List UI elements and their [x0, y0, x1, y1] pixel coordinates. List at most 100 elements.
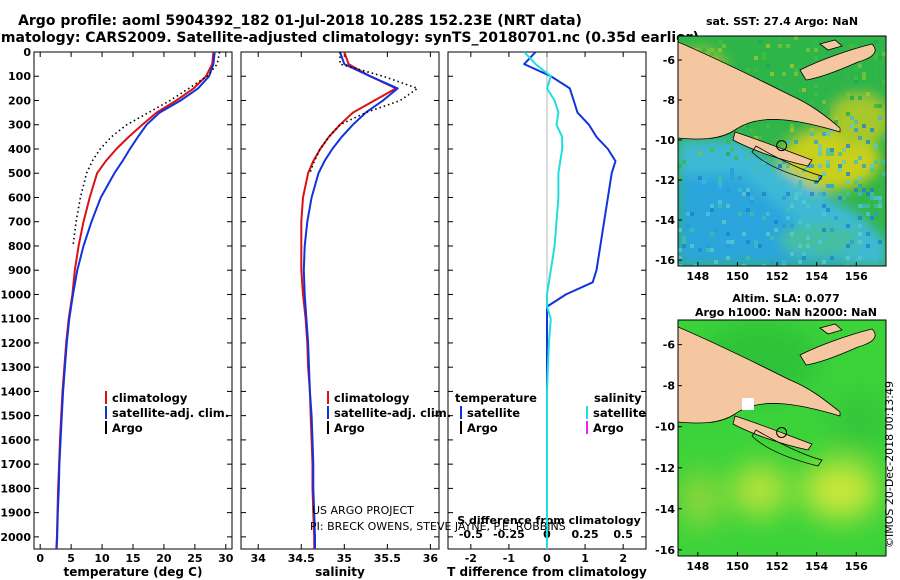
- sst-pixel: [854, 76, 858, 80]
- sst-pixel: [862, 164, 866, 168]
- sst-pixel: [810, 232, 814, 236]
- sst-pixel: [846, 76, 850, 80]
- sst-pixel: [858, 240, 862, 244]
- sst-pixel: [850, 240, 854, 244]
- sst-pixel: [822, 132, 826, 136]
- map-y-tick-label: -8: [663, 94, 675, 107]
- sst-pixel: [822, 100, 826, 104]
- sst-pixel: [782, 72, 786, 76]
- map-x-tick-label: 150: [726, 270, 749, 283]
- sst-pixel: [858, 136, 862, 140]
- sst-pixel: [798, 184, 802, 188]
- sst-pixel: [822, 212, 826, 216]
- y-tick-label: 1200: [0, 337, 31, 350]
- legend-label-satellite: satellite-adj. clim.: [334, 406, 451, 420]
- legend-label-climatology: climatology: [112, 391, 188, 405]
- sst-pixel: [746, 188, 750, 192]
- sst-pixel: [794, 192, 798, 196]
- sst-pixel: [686, 212, 690, 216]
- salinity-legend: climatology satellite-adj. clim. Argo: [327, 391, 451, 435]
- sst-pixel: [822, 216, 826, 220]
- sst-pixel: [814, 48, 818, 52]
- sst-pixel: [822, 236, 826, 240]
- sst-pixel: [690, 212, 694, 216]
- map-y-tick-label: -6: [663, 54, 676, 67]
- sst-pixel: [750, 128, 754, 132]
- sst-pixel: [870, 128, 874, 132]
- sst-pixel: [710, 52, 714, 56]
- sst-pixel: [770, 236, 774, 240]
- sst-pixel: [786, 216, 790, 220]
- sst-pixel: [758, 136, 762, 140]
- sst-pixel: [710, 232, 714, 236]
- sst-pixel: [798, 192, 802, 196]
- temperature-legend: climatology satellite-adj. clim. Argo: [105, 391, 229, 435]
- sst-pixel: [866, 244, 870, 248]
- y-tick-label: 1500: [0, 410, 31, 423]
- y-tick-label: 1300: [0, 361, 31, 374]
- sst-pixel: [842, 188, 846, 192]
- sst-pixel: [710, 48, 714, 52]
- legend-label-argo: Argo: [112, 421, 143, 435]
- series-group: [523, 52, 617, 549]
- top-tick-label: -0.5: [459, 528, 483, 541]
- sst-pixel: [798, 244, 802, 248]
- x-tick-label: 2: [619, 552, 627, 565]
- sst-pixel: [762, 264, 766, 266]
- sst-pixel: [838, 152, 842, 156]
- sst-pixel: [746, 124, 750, 128]
- map-x-tick-label: 150: [726, 560, 749, 573]
- sst-pixel: [846, 244, 850, 248]
- sst-pixel: [718, 200, 722, 204]
- sst-pixel: [806, 204, 810, 208]
- sst-pixel: [786, 192, 790, 196]
- sst-pixel: [814, 140, 818, 144]
- sst-pixel: [722, 220, 726, 224]
- sst-pixel: [846, 264, 850, 266]
- sst-pixel: [774, 220, 778, 224]
- x-tick-label: 35.5: [374, 552, 401, 565]
- sst-pixel: [798, 36, 802, 40]
- map-y-tick-label: -14: [655, 214, 675, 227]
- sst-pixel: [726, 244, 730, 248]
- x-tick-label: -2: [465, 552, 477, 565]
- sst-pixel: [686, 264, 690, 266]
- sst-pixel: [810, 248, 814, 252]
- sst-pixel: [810, 132, 814, 136]
- sst-pixel: [730, 240, 734, 244]
- sst-pixel: [846, 180, 850, 184]
- sst-pixel: [858, 156, 862, 160]
- x-tick-label: 35: [337, 552, 352, 565]
- sst-pixel: [690, 244, 694, 248]
- y-tick-label: 400: [8, 143, 31, 156]
- sst-pixel: [782, 264, 786, 266]
- sla-map-title-1: Altim. SLA: 0.077: [732, 292, 839, 305]
- credit-project: US ARGO PROJECT: [312, 504, 414, 517]
- sst-pixel: [682, 240, 686, 244]
- sst-pixel: [678, 228, 682, 232]
- sst-pixel: [762, 52, 766, 56]
- sst-pixel: [858, 176, 862, 180]
- sst-map-land-new-britain: [799, 43, 876, 81]
- sst-pixel: [858, 184, 862, 188]
- sla-map-title-2: Argo h1000: NaN h2000: NaN: [695, 306, 877, 319]
- series-group: [55, 52, 221, 549]
- sst-pixel: [834, 116, 838, 120]
- sst-pixel: [870, 164, 874, 168]
- sst-pixel: [870, 188, 874, 192]
- sst-pixel: [854, 120, 858, 124]
- sst-pixel: [754, 240, 758, 244]
- sst-pixel: [790, 124, 794, 128]
- sst-pixel: [878, 200, 882, 204]
- sst-pixel: [798, 180, 802, 184]
- series-argo: [309, 52, 419, 174]
- sst-pixel: [746, 192, 750, 196]
- sst-pixel: [710, 208, 714, 212]
- sst-pixel: [838, 164, 842, 168]
- sst-pixel: [798, 220, 802, 224]
- sst-pixel: [786, 56, 790, 60]
- map-y-tick-label: -14: [655, 503, 675, 516]
- y-tick-label: 2000: [0, 531, 31, 544]
- sst-pixel: [854, 68, 858, 72]
